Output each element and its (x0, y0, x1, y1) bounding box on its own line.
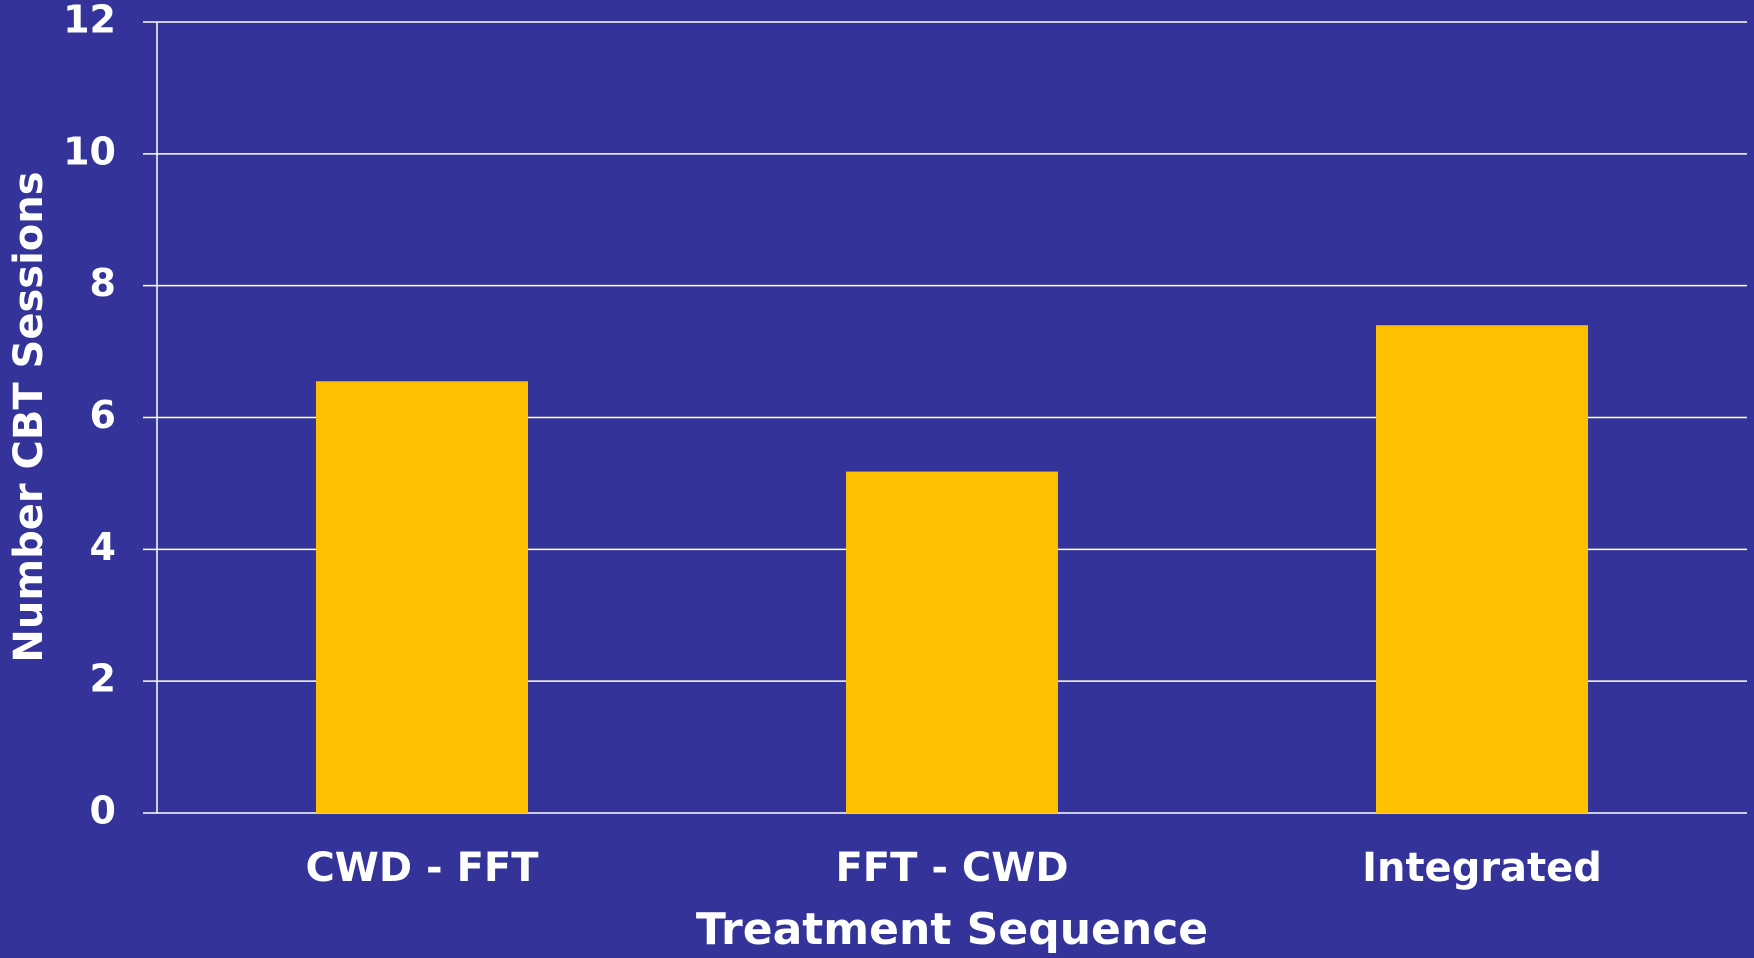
y-tick-label: 6 (90, 393, 116, 437)
y-tick-label: 10 (63, 129, 116, 173)
x-tick-label: FFT - CWD (835, 845, 1068, 891)
y-tick-label: 8 (90, 261, 116, 305)
x-axis-title: Treatment Sequence (696, 904, 1208, 955)
y-tick-label: 12 (63, 0, 116, 42)
x-tick-label: Integrated (1362, 845, 1602, 891)
bar (846, 471, 1058, 813)
bar (316, 381, 528, 813)
y-tick-label: 4 (90, 525, 116, 569)
y-tick-label: 0 (90, 789, 116, 833)
y-tick-label: 2 (90, 657, 116, 701)
bar (1376, 325, 1588, 813)
y-axis-title: Number CBT Sessions (6, 171, 52, 662)
x-tick-label: CWD - FFT (305, 845, 539, 891)
